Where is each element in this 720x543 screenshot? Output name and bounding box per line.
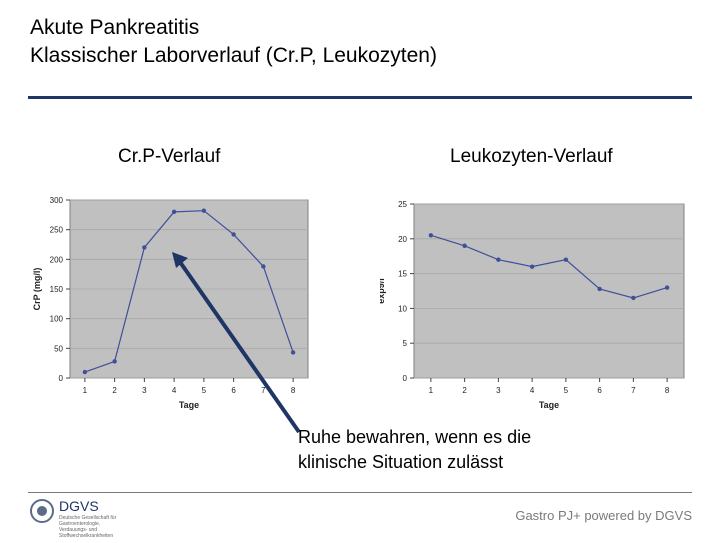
crp-xtick-label: 3 [142,386,147,395]
leuko-y-axis-label: exp9/l [380,278,386,304]
leukocyte-heading: Leukozyten-Verlauf [450,146,613,167]
leuko-xtick-label: 4 [530,386,535,395]
leuko-series-line [430,234,668,299]
leuko-xtick-label: 2 [462,386,467,395]
footer-divider [28,492,692,493]
title-line-1: Akute Pankreatitis [30,16,200,39]
crp-data-point [142,245,147,250]
leuko-ytick-label: 10 [398,304,407,313]
slide-title: Akute Pankreatitis Klassischer Laborverl… [30,14,437,70]
dgvs-logo: DGVS Deutsche Gesellschaft für Gastroent… [28,494,158,539]
leuko-data-point [462,243,467,248]
crp-xtick-label: 6 [231,386,236,395]
leuko-ytick-label: 25 [398,200,407,209]
arrow-shaft [178,260,301,434]
crp-x-axis-label: Tage [179,400,199,410]
arrow-head [172,252,188,268]
leuko-data-point [496,257,501,262]
crp-chart: 0 50 100 150 200 250 300 1 2 3 4 5 6 7 8 Tage CrP (mg/l) [32,196,309,410]
leuko-xtick-label: 7 [631,386,636,395]
crp-xtick-label: 5 [202,386,207,395]
crp-data-point [112,359,117,364]
svg-text:Stoffwechselkrankheiten: Stoffwechselkrankheiten [59,533,113,538]
svg-text:Deutsche Gesellschaft für: Deutsche Gesellschaft für [59,515,117,521]
leuko-xtick-label: 8 [665,386,670,395]
leuko-plot-area [413,203,685,379]
crp-series-line [84,210,294,373]
crp-y-axis-label: CrP (mg/l) [32,268,42,311]
crp-data-point [261,264,266,269]
leuko-x-axis-label: Tage [539,400,559,410]
crp-ytick-label: 250 [50,226,64,235]
leuko-data-point [563,257,569,262]
crp-data-point [290,350,296,355]
svg-text:DGVS: DGVS [59,498,99,514]
crp-data-point [171,209,177,215]
leuko-ytick-label: 20 [398,235,407,244]
svg-text:Verdauungs- und: Verdauungs- und [59,527,97,533]
crp-ytick-label: 300 [50,196,64,205]
crp-ytick-label: 50 [54,344,63,353]
crp-xtick-label: 7 [261,386,266,395]
crp-xtick-label: 8 [291,386,296,395]
crp-ytick-label: 0 [59,374,64,383]
leuko-ytick-label: 0 [403,374,408,383]
annotation-line-1: Ruhe bewahren, wenn es die [298,427,532,447]
crp-ytick-label: 150 [50,285,64,294]
leuko-data-point [428,233,434,238]
leuko-data-point [529,264,535,269]
crp-heading: Cr.P-Verlauf [118,146,221,167]
dgvs-logo-mark: DGVS Deutsche Gesellschaft für Gastroent… [30,498,117,539]
crp-xtick-label: 2 [112,386,117,395]
leuko-data-point [664,285,670,290]
leuko-xtick-label: 1 [429,386,434,395]
annotation-line-2: klinische Situation zulässt [298,452,504,472]
crp-data-point [231,232,236,237]
leuko-xtick-label: 3 [496,386,501,395]
leuko-data-point [597,286,602,292]
crp-ytick-label: 100 [50,315,64,324]
crp-ytick-label: 200 [50,255,64,264]
annotation-text: Ruhe bewahren, wenn es die klinische Sit… [298,425,531,475]
title-line-2: Klassischer Laborverlauf (Cr.P, Leukozyt… [30,44,437,67]
leuko-ytick-label: 5 [403,339,408,348]
leuko-xtick-label: 5 [564,386,569,395]
leuko-ytick-label: 15 [398,270,407,279]
crp-data-point [82,369,88,375]
crp-xtick-label: 1 [83,386,88,395]
crp-data-point [201,208,207,213]
footer-credit: Gastro PJ+ powered by DGVS [515,508,692,523]
crp-xtick-label: 4 [172,386,177,395]
leukocyte-chart: 0 5 10 15 20 25 1 2 3 4 5 6 7 8 Tage exp9/l [380,200,685,410]
svg-text:Gastroenterologie,: Gastroenterologie, [59,521,100,527]
leuko-data-point [631,295,636,301]
title-divider [28,96,692,99]
leuko-xtick-label: 6 [597,386,602,395]
